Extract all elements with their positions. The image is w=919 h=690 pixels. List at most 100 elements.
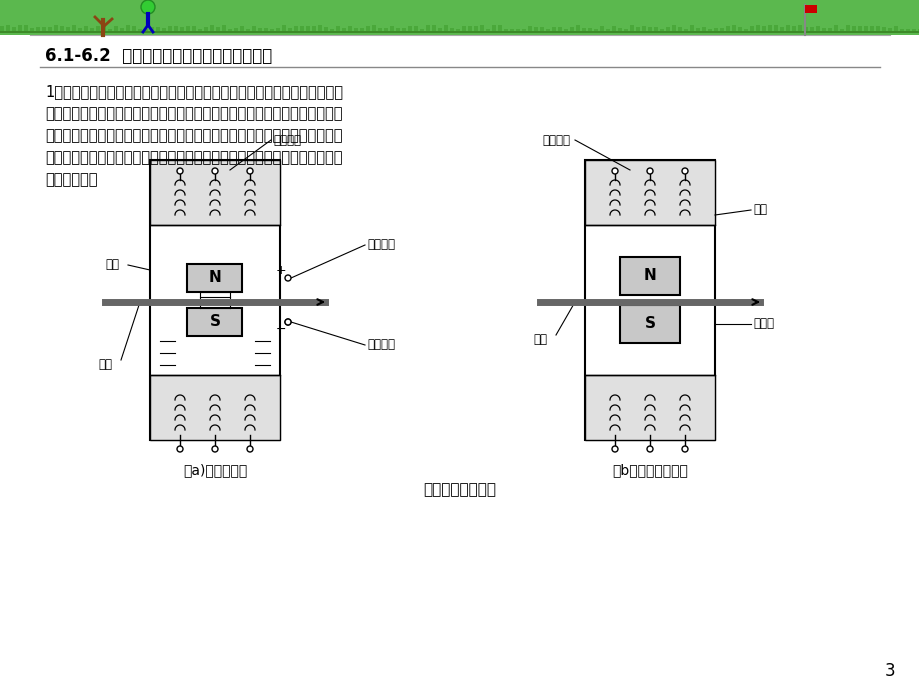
Bar [354, 28, 357, 31]
Circle shape [246, 168, 253, 174]
Bar [516, 29, 519, 31]
Bar [0, 31, 919, 33]
Bar [204, 27, 208, 31]
Bar [66, 27, 70, 31]
Bar [210, 25, 214, 31]
Circle shape [176, 446, 183, 452]
Bar [407, 26, 412, 31]
Circle shape [285, 319, 290, 325]
Bar [893, 26, 897, 31]
Text: 1、同步电动机的基本结构：如下图：它有转子绕线式和永磁两种结构。转子: 1、同步电动机的基本结构：如下图：它有转子绕线式和永磁两种结构。转子 [45, 84, 343, 99]
Bar [492, 25, 495, 31]
Bar [815, 26, 819, 31]
Bar [456, 29, 460, 31]
Bar [323, 27, 328, 31]
Text: 永磁铁: 永磁铁 [752, 317, 773, 331]
Bar [150, 27, 153, 31]
Bar [797, 25, 801, 31]
Bar [138, 29, 142, 31]
Bar [150, 160, 279, 440]
Circle shape [141, 0, 154, 14]
Bar [108, 29, 112, 31]
Bar [395, 28, 400, 31]
Bar [444, 25, 448, 31]
Bar [300, 26, 303, 31]
Bar [767, 25, 771, 31]
Text: 三相绕组用于产生旋转磁场。转子绕组线圈加上直流电源为转子励磁，产生直: 三相绕组用于产生旋转磁场。转子绕组线圈加上直流电源为转子励磁，产生直 [45, 128, 342, 144]
Bar [96, 26, 100, 31]
Bar [732, 25, 735, 31]
Bar [473, 26, 478, 31]
Bar [269, 29, 274, 31]
Bar [102, 25, 106, 31]
Bar [156, 27, 160, 31]
Bar [168, 26, 172, 31]
Bar [563, 29, 567, 31]
Text: N: N [643, 268, 655, 284]
Bar [318, 25, 322, 31]
Circle shape [646, 168, 652, 174]
Bar [282, 25, 286, 31]
Bar [804, 5, 816, 13]
Circle shape [681, 168, 687, 174]
Bar [851, 26, 855, 31]
Bar [390, 26, 393, 31]
Bar [228, 29, 232, 31]
Bar [713, 28, 717, 31]
Bar [869, 26, 873, 31]
Bar [708, 29, 711, 31]
Bar [306, 26, 310, 31]
Bar [539, 27, 543, 31]
Bar [162, 28, 165, 31]
Bar [875, 26, 879, 31]
Bar [198, 29, 202, 31]
Bar [683, 29, 687, 31]
Bar [312, 26, 315, 31]
Bar [809, 27, 813, 31]
Bar [504, 29, 507, 31]
Bar [30, 28, 34, 31]
Bar [720, 28, 723, 31]
Bar [461, 26, 466, 31]
Circle shape [211, 168, 218, 174]
Bar [630, 25, 633, 31]
Bar [594, 29, 597, 31]
Bar [276, 28, 279, 31]
Bar [60, 26, 64, 31]
Bar [779, 27, 783, 31]
Bar [863, 26, 867, 31]
Circle shape [176, 168, 183, 174]
Bar [647, 27, 652, 31]
Bar [528, 26, 531, 31]
Bar [402, 28, 405, 31]
Text: 6.1-6.2  同步电动机的基本工作原理和结构: 6.1-6.2 同步电动机的基本工作原理和结构 [45, 47, 272, 65]
Bar [881, 27, 885, 31]
Text: 转子: 转子 [532, 333, 547, 346]
Bar [749, 26, 754, 31]
Circle shape [211, 446, 218, 452]
Bar [288, 28, 291, 31]
Bar [653, 27, 657, 31]
Bar [150, 160, 279, 225]
Text: （a)转子绕线式: （a)转子绕线式 [183, 463, 247, 477]
Bar [834, 25, 837, 31]
Bar [480, 25, 483, 31]
Bar [6, 25, 10, 31]
Bar [342, 28, 346, 31]
Bar [252, 26, 255, 31]
Text: +: + [276, 264, 286, 277]
Bar [584, 160, 714, 225]
Bar [221, 25, 226, 31]
Text: N: N [209, 270, 221, 286]
Bar [641, 26, 645, 31]
Bar [755, 25, 759, 31]
Bar [192, 26, 196, 31]
Bar [383, 28, 388, 31]
Bar [827, 28, 831, 31]
Bar [12, 27, 16, 31]
Bar [619, 305, 679, 343]
Circle shape [646, 446, 652, 452]
Bar [584, 160, 714, 440]
Bar [174, 26, 177, 31]
Bar [773, 25, 777, 31]
